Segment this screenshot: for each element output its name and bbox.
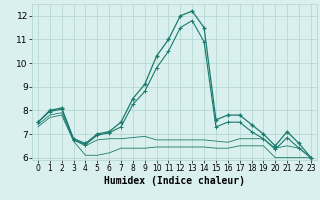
X-axis label: Humidex (Indice chaleur): Humidex (Indice chaleur)	[104, 176, 245, 186]
